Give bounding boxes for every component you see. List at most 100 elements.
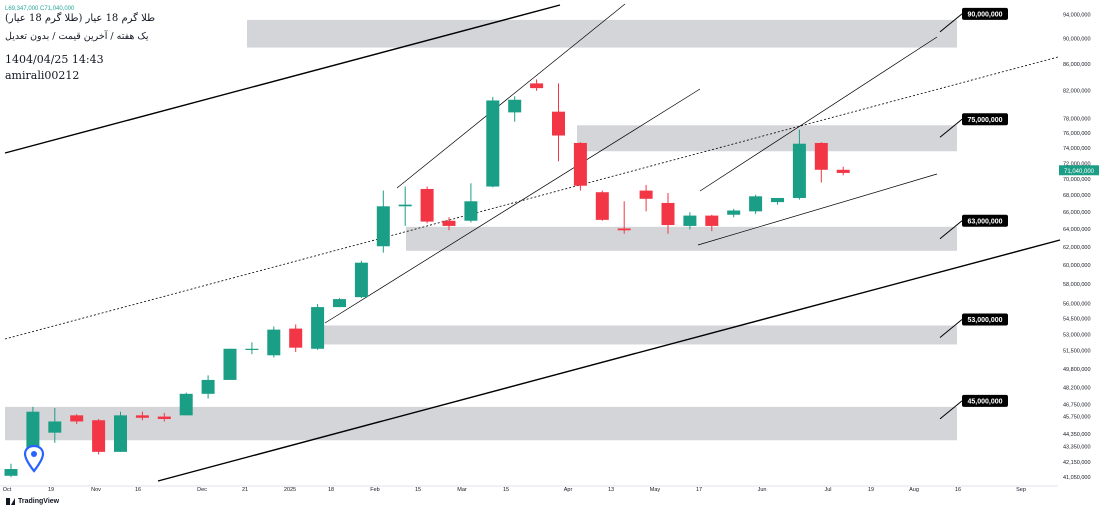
candle[interactable]	[354, 260, 368, 299]
candle[interactable]	[464, 183, 478, 223]
candle[interactable]	[420, 186, 434, 224]
dashed-trend-line[interactable]	[4, 56, 1059, 340]
inner-trend-line-1[interactable]	[324, 88, 701, 324]
candle-body	[464, 201, 478, 221]
candle[interactable]	[792, 129, 806, 200]
candle[interactable]	[114, 411, 127, 452]
candle[interactable]	[508, 96, 522, 122]
price-tick-label: 78,000,000	[1063, 117, 1091, 123]
candle-body	[771, 197, 784, 203]
time-tick-label: 19	[868, 487, 874, 493]
candle[interactable]	[705, 214, 719, 232]
zone-label-box	[962, 113, 1008, 126]
candle-body	[245, 348, 259, 350]
zone-label-connector	[939, 13, 963, 33]
price-tick-label: 45,750,000	[1063, 414, 1091, 420]
zone-label-connector	[939, 220, 963, 240]
candle-body	[223, 348, 237, 380]
candle[interactable]	[70, 414, 84, 424]
candle-body	[289, 328, 303, 348]
price-tick-label: 43,350,000	[1063, 445, 1091, 451]
candle[interactable]	[92, 419, 106, 455]
candle[interactable]	[573, 142, 587, 191]
price-tick-label: 44,350,000	[1063, 432, 1091, 438]
candle[interactable]	[639, 184, 653, 212]
candle[interactable]	[683, 212, 697, 230]
candle[interactable]	[135, 411, 149, 421]
candle-body	[376, 206, 390, 247]
candle[interactable]	[48, 408, 62, 443]
time-tick-label: 18	[328, 487, 334, 493]
candle-body	[573, 142, 587, 186]
inner-trend-line-2[interactable]	[396, 3, 626, 189]
candle[interactable]	[727, 208, 741, 218]
candle[interactable]	[333, 298, 346, 308]
candle[interactable]	[398, 186, 412, 226]
price-zone[interactable]	[320, 325, 957, 345]
time-tick-label: 15	[503, 487, 509, 493]
candle[interactable]	[201, 375, 215, 399]
time-tick-label: 17	[696, 487, 702, 493]
time-tick-label: Nov	[91, 487, 101, 493]
zone-label-box	[962, 214, 1008, 227]
time-tick-label: 16	[135, 487, 141, 493]
candle[interactable]	[376, 190, 390, 253]
price-tick-label: 49,800,000	[1063, 367, 1091, 373]
tradingview-branding[interactable]: TradingView	[6, 498, 59, 505]
candle[interactable]	[661, 193, 675, 234]
time-tick-label: 16	[955, 487, 961, 493]
candle[interactable]	[617, 201, 631, 234]
location-pin-icon[interactable]	[22, 444, 46, 474]
candle-body	[179, 393, 193, 416]
lower-channel-line[interactable]	[157, 239, 1061, 482]
price-axis[interactable]: 94,000,000 90,000,000 86,000,000 82,000,000…	[1063, 12, 1091, 481]
time-tick-label: Dec	[197, 487, 207, 493]
chart-subtitle: یک هفته / آخرین قیمت / بدون تعدیل	[5, 31, 149, 42]
candle[interactable]	[311, 304, 325, 350]
candle[interactable]	[749, 194, 763, 214]
time-tick-label: Jul	[824, 487, 831, 493]
candle[interactable]	[771, 197, 784, 205]
candle-body	[792, 143, 806, 198]
candle[interactable]	[595, 190, 609, 221]
candle-body	[661, 202, 675, 226]
candle[interactable]	[245, 342, 259, 355]
price-tick-label: 51,500,000	[1063, 348, 1091, 354]
time-tick-label: 19	[48, 487, 54, 493]
candle-body	[727, 210, 741, 215]
price-tick-label: 74,000,000	[1063, 146, 1091, 152]
candle[interactable]	[552, 83, 565, 162]
candle[interactable]	[179, 392, 193, 416]
price-zone[interactable]	[5, 406, 957, 441]
candle-body	[92, 420, 106, 452]
price-tick-label: 56,000,000	[1063, 302, 1091, 308]
candle[interactable]	[289, 324, 303, 353]
ohlc-readout: L69,347,000 C71,040,000	[5, 6, 75, 12]
candle[interactable]	[836, 166, 850, 176]
candle[interactable]	[157, 412, 171, 422]
price-zone[interactable]	[577, 125, 957, 152]
time-axis[interactable]: Oct 19 Nov 16 Dec 21 2025 18 Feb 15 Mar 15 Apr 13 May 1…	[0, 485, 1058, 493]
upper-channel-line[interactable]	[4, 4, 561, 154]
zone-label-box	[962, 394, 1008, 407]
time-tick-label: Jun	[758, 487, 767, 493]
candle[interactable]	[530, 79, 544, 91]
candle[interactable]	[223, 348, 237, 380]
price-zone[interactable]	[406, 226, 957, 251]
time-tick-label: Aug	[909, 487, 919, 493]
price-tick-label: 42,150,000	[1063, 460, 1091, 466]
zone-labels: 90,000,000 75,000,000 63,000,000 53,000,000…	[939, 7, 1008, 420]
candle-body	[508, 99, 522, 113]
candle[interactable]	[814, 142, 828, 183]
candle[interactable]	[486, 97, 500, 188]
price-zone[interactable]	[247, 19, 957, 48]
inner-trend-line-3[interactable]	[699, 36, 938, 192]
inner-trend-line-4[interactable]	[697, 173, 938, 246]
candle[interactable]	[267, 326, 281, 358]
candle[interactable]	[442, 217, 456, 231]
candle[interactable]	[4, 463, 18, 478]
price-tick-label: 53,000,000	[1063, 332, 1091, 338]
candle-body	[836, 169, 850, 173]
